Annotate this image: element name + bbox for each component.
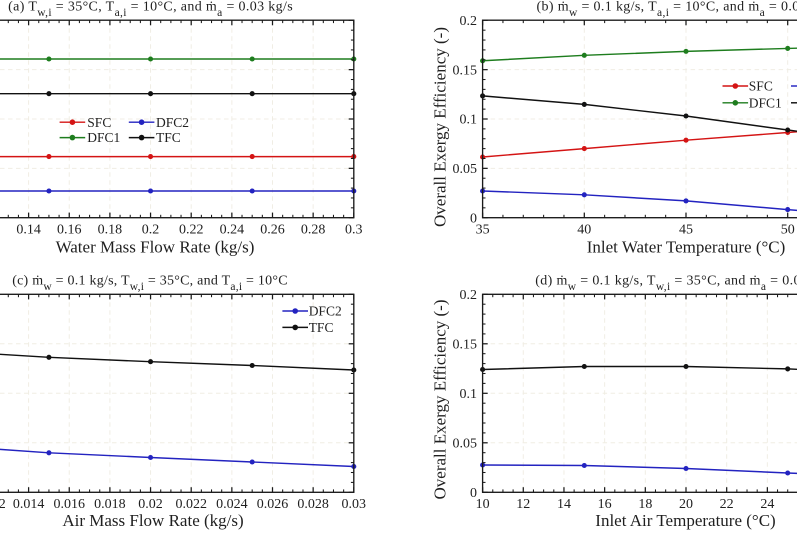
svg-text:0.028: 0.028 — [297, 497, 329, 512]
svg-text:0.022: 0.022 — [175, 497, 207, 512]
svg-text:0.1: 0.1 — [460, 387, 478, 402]
svg-text:50: 50 — [781, 223, 795, 238]
svg-text:DFC2: DFC2 — [309, 304, 342, 319]
svg-text:0.024: 0.024 — [216, 497, 248, 512]
svg-text:0.014: 0.014 — [13, 497, 45, 512]
svg-text:14: 14 — [557, 497, 571, 512]
svg-text:TFC: TFC — [309, 320, 334, 335]
svg-text:0.3: 0.3 — [345, 223, 363, 238]
svg-text:0.28: 0.28 — [301, 223, 326, 238]
svg-text:0.15: 0.15 — [453, 63, 478, 78]
svg-text:10: 10 — [476, 497, 490, 512]
svg-text:DFC1: DFC1 — [87, 130, 120, 145]
svg-text:DFC2: DFC2 — [156, 115, 189, 130]
svg-text:0.03: 0.03 — [342, 497, 367, 512]
svg-text:18: 18 — [638, 497, 652, 512]
svg-text:0.1: 0.1 — [460, 113, 478, 128]
svg-text:Overall Exergy Efficiency (-): Overall Exergy Efficiency (-) — [431, 300, 450, 500]
svg-text:TFC: TFC — [156, 130, 181, 145]
svg-text:0.05: 0.05 — [453, 436, 478, 451]
svg-text:0.26: 0.26 — [260, 223, 285, 238]
svg-text:Overall Exergy Efficiency (-): Overall Exergy Efficiency (-) — [431, 27, 450, 227]
svg-text:0.016: 0.016 — [54, 497, 86, 512]
svg-text:Water Mass Flow Rate (kg/s): Water Mass Flow Rate (kg/s) — [56, 238, 255, 257]
svg-text:0.15: 0.15 — [453, 337, 478, 352]
svg-text:0.02: 0.02 — [138, 497, 163, 512]
svg-text:0.05: 0.05 — [453, 162, 478, 177]
svg-text:12: 12 — [516, 497, 530, 512]
svg-text:0.24: 0.24 — [220, 223, 245, 238]
svg-text:0.22: 0.22 — [179, 223, 204, 238]
svg-text:0.18: 0.18 — [98, 223, 123, 238]
svg-text:Air Mass Flow Rate (kg/s): Air Mass Flow Rate (kg/s) — [62, 511, 243, 530]
svg-text:40: 40 — [577, 223, 591, 238]
svg-text:0.16: 0.16 — [57, 223, 82, 238]
svg-text:SFC: SFC — [749, 79, 773, 94]
svg-text:0: 0 — [470, 211, 477, 226]
svg-text:0.2: 0.2 — [142, 223, 160, 238]
svg-text:22: 22 — [720, 497, 734, 512]
svg-text:SFC: SFC — [87, 115, 111, 130]
svg-text:0: 0 — [470, 486, 477, 501]
svg-text:24: 24 — [760, 497, 774, 512]
svg-text:45: 45 — [679, 223, 693, 238]
svg-text:0.018: 0.018 — [94, 497, 126, 512]
svg-text:DFC1: DFC1 — [749, 95, 782, 110]
svg-text:0.026: 0.026 — [257, 497, 289, 512]
svg-text:Inlet Water Temperature (°C): Inlet Water Temperature (°C) — [587, 238, 786, 257]
svg-text:0.14: 0.14 — [16, 223, 41, 238]
svg-text:(d) ṁw​ = 0.1 kg/s, Tw,i​ = 3: (d) ṁw​ = 0.1 kg/s, Tw,i​ = 35°C, and m… — [535, 274, 797, 293]
svg-text:(b) ṁw​ = 0.1 kg/s, Ta,i​ = 1: (b) ṁw​ = 0.1 kg/s, Ta,i​ = 10°C, and m… — [536, 0, 797, 19]
svg-text:Inlet Air Temperature (°C): Inlet Air Temperature (°C) — [595, 511, 775, 530]
svg-text:35: 35 — [476, 223, 490, 238]
svg-text:20: 20 — [679, 497, 693, 512]
svg-text:0.2: 0.2 — [460, 288, 478, 303]
svg-text:0.012: 0.012 — [0, 497, 6, 512]
svg-text:16: 16 — [598, 497, 612, 512]
svg-text:0.2: 0.2 — [460, 14, 478, 29]
svg-text:(c) ṁw​ = 0.1 kg/s, Tw,i​ = 3: (c) ṁw​ = 0.1 kg/s, Tw,i​ = 35°C, and T… — [12, 274, 288, 293]
